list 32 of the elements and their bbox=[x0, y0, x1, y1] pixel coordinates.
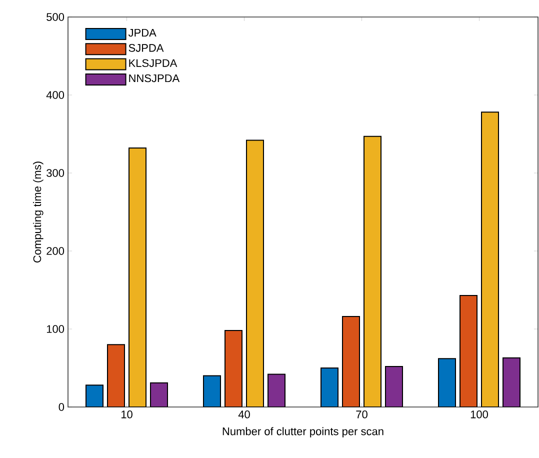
legend-label: KLSJPDA bbox=[129, 59, 178, 67]
bar bbox=[502, 357, 521, 407]
bar bbox=[481, 112, 500, 407]
y-tick-label: 100 bbox=[46, 325, 64, 333]
x-tick-label: 40 bbox=[238, 410, 250, 418]
y-tick-label: 0 bbox=[58, 403, 64, 411]
x-tick-label: 100 bbox=[470, 410, 488, 418]
legend-label: JPDA bbox=[128, 28, 156, 37]
bar bbox=[364, 136, 382, 407]
x-axis-title: Number of clutter points per scan bbox=[222, 427, 384, 438]
x-tick-label: 10 bbox=[121, 410, 132, 418]
bar bbox=[128, 148, 146, 407]
bar bbox=[86, 384, 104, 407]
y-tick-label: 500 bbox=[46, 13, 64, 21]
y-tick-label: 300 bbox=[46, 169, 64, 177]
bar bbox=[246, 140, 264, 407]
bar bbox=[320, 368, 338, 407]
bar bbox=[268, 374, 286, 407]
bar bbox=[224, 330, 242, 407]
bar bbox=[107, 344, 125, 407]
legend-label: NNSJPDA bbox=[129, 74, 180, 82]
bar bbox=[203, 375, 221, 407]
legend-label: SJPDA bbox=[128, 44, 164, 52]
bar bbox=[385, 366, 404, 407]
bar bbox=[150, 382, 168, 407]
bar bbox=[438, 358, 456, 407]
y-axis-title: Computing time (ms) bbox=[33, 162, 44, 262]
x-tick-label: 70 bbox=[356, 410, 368, 418]
bar bbox=[342, 316, 360, 407]
bar bbox=[460, 294, 478, 407]
y-tick-label: 200 bbox=[46, 247, 64, 255]
y-tick-label: 400 bbox=[46, 91, 64, 99]
